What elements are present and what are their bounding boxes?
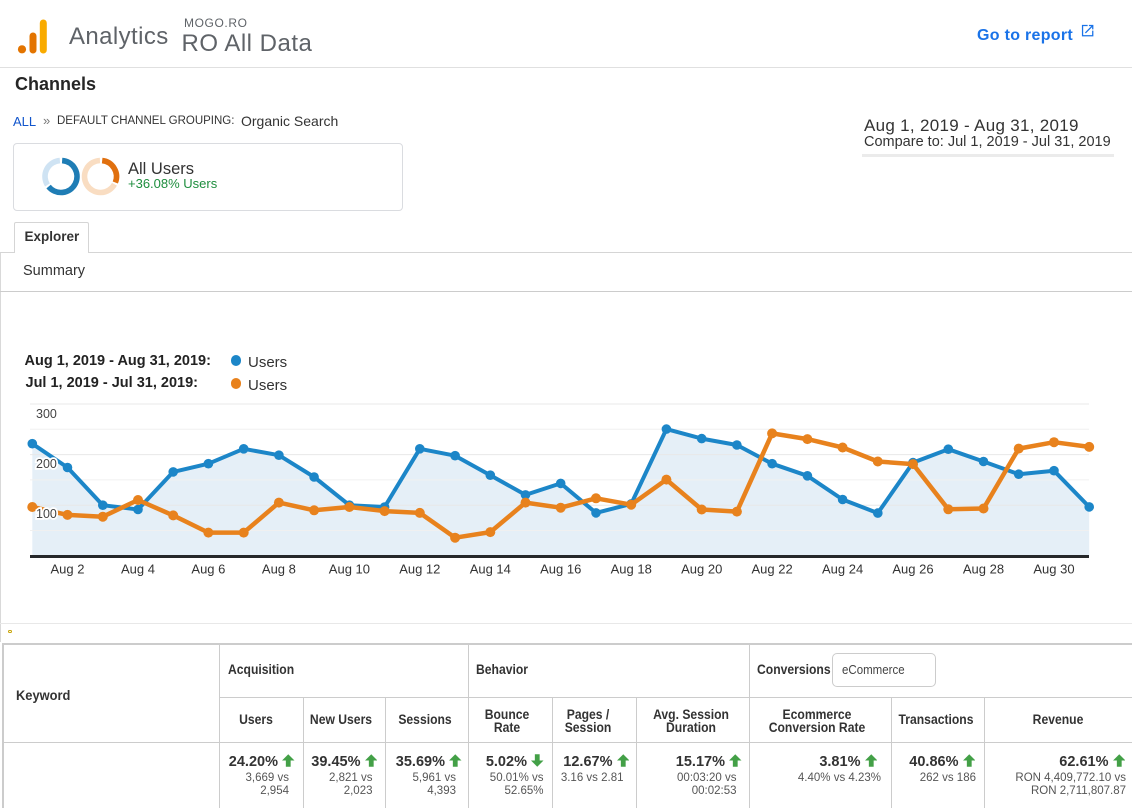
svg-text:Aug 28: Aug 28 xyxy=(963,562,1004,577)
svg-text:300: 300 xyxy=(36,407,57,421)
svg-text:Aug 6: Aug 6 xyxy=(191,562,225,577)
svg-text:Aug 14: Aug 14 xyxy=(470,562,511,577)
svg-text:Aug 2: Aug 2 xyxy=(51,562,85,577)
svg-text:Aug 24: Aug 24 xyxy=(822,562,863,577)
svg-text:Aug 30: Aug 30 xyxy=(1033,562,1074,577)
svg-text:Aug 22: Aug 22 xyxy=(751,562,792,577)
svg-text:Aug 4: Aug 4 xyxy=(121,562,155,577)
svg-text:Aug 20: Aug 20 xyxy=(681,562,722,577)
svg-text:Aug 16: Aug 16 xyxy=(540,562,581,577)
svg-text:Aug 26: Aug 26 xyxy=(892,562,933,577)
svg-text:Aug 18: Aug 18 xyxy=(611,562,652,577)
svg-text:Aug 8: Aug 8 xyxy=(262,562,296,577)
svg-text:200: 200 xyxy=(36,457,57,471)
svg-text:Aug 10: Aug 10 xyxy=(329,562,370,577)
svg-text:100: 100 xyxy=(36,507,57,521)
svg-text:Aug 12: Aug 12 xyxy=(399,562,440,577)
